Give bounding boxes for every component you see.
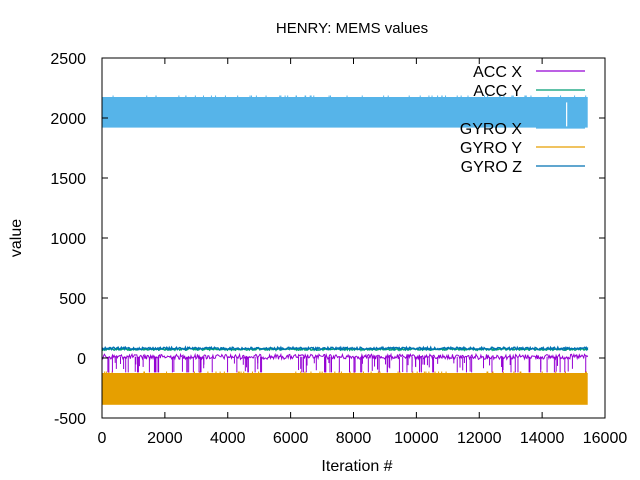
series-line [101,345,589,352]
legend-entry: GYRO X [460,121,585,138]
legend-label: ACC Y [473,83,522,100]
x-tick-label: 2000 [147,430,183,447]
legend-entry: ACC Y [473,83,585,100]
legend-label: GYRO Z [461,159,523,176]
series-gyro-z [101,345,589,352]
series-gyro-x [102,95,588,128]
x-tick-label: 0 [98,430,107,447]
y-tick-label: -500 [54,411,86,428]
ticks-layer: 0 2000 4000 6000 8000 10000 12000 14000 16000-50… [50,51,627,447]
y-tick-label: 0 [77,351,86,368]
legend-label: GYRO Y [460,140,522,157]
x-tick-label: 12000 [457,430,502,447]
legend-label: GYRO X [460,121,523,138]
y-tick-label: 2500 [50,51,86,68]
legend-entry: ACC X [473,64,585,81]
x-tick-label: 8000 [336,430,372,447]
series-band [102,373,588,405]
x-tick-label: 16000 [583,430,628,447]
legend: ACC X ACC Y GYRO X GYRO Y GYRO Z [460,64,585,176]
series-acc-x [101,352,589,373]
y-tick-label: 500 [59,291,86,308]
y-tick-label: 1000 [50,231,86,248]
y-tick-label: 1500 [50,171,86,188]
x-tick-label: 4000 [210,430,246,447]
series-band [102,97,588,128]
chart-title: HENRY: MEMS values [276,20,428,37]
x-axis-label: Iteration # [321,458,392,475]
legend-entry: GYRO Y [460,140,585,157]
series-gyro-y [102,371,588,405]
x-tick-label: 6000 [273,430,309,447]
y-tick-label: 2000 [50,111,86,128]
legend-label: ACC X [473,64,522,81]
x-tick-label: 10000 [394,430,439,447]
data-layer [101,95,589,405]
y-axis-label: value [8,219,25,257]
series-line [101,352,589,362]
x-tick-label: 14000 [520,430,565,447]
legend-entry: GYRO Z [461,159,585,176]
